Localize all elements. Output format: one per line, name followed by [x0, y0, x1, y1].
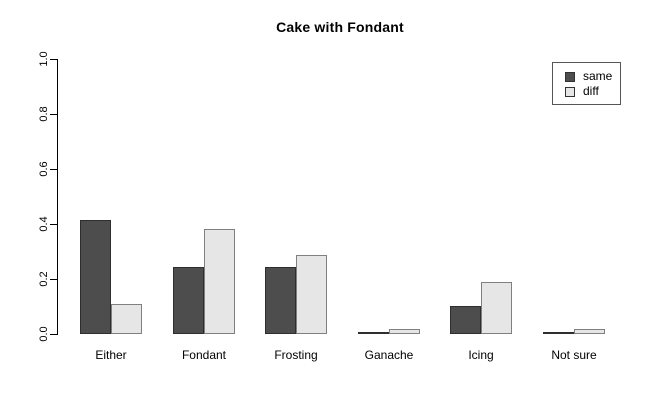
- y-tick-mark: [50, 59, 57, 60]
- bar-same-either: [80, 220, 111, 334]
- bar-diff-fondant: [204, 229, 235, 334]
- category-label-icing: Icing: [468, 348, 494, 362]
- bar-same-icing: [450, 306, 481, 334]
- category-label-either: Either: [95, 348, 127, 362]
- y-tick-mark: [50, 224, 57, 225]
- y-tick-label: 0.0: [38, 326, 50, 342]
- bar-diff-icing: [481, 282, 512, 334]
- category-label-fondant: Fondant: [181, 348, 227, 362]
- bar-same-not-sure: [543, 332, 574, 334]
- y-tick-mark: [50, 279, 57, 280]
- legend-label-diff: diff: [583, 84, 599, 98]
- bar-diff-not-sure: [574, 329, 605, 334]
- chart-title: Cake with Fondant: [276, 19, 404, 35]
- bar-diff-either: [111, 304, 142, 334]
- y-tick-label: 0.4: [38, 216, 50, 232]
- legend-swatch-diff: [565, 86, 575, 97]
- y-tick-mark: [50, 169, 57, 170]
- legend-label-same: same: [583, 69, 613, 83]
- bar-same-fondant: [173, 267, 204, 334]
- y-tick-mark: [50, 114, 57, 115]
- bar-diff-ganache: [389, 329, 420, 334]
- y-tick-label: 0.2: [38, 271, 50, 287]
- legend: same diff: [552, 62, 621, 105]
- category-label-ganache: Ganache: [364, 348, 414, 362]
- y-axis-line: [57, 59, 58, 335]
- bar-diff-frosting: [296, 255, 327, 334]
- legend-swatch-same: [565, 71, 575, 82]
- y-tick-label: 0.6: [38, 161, 50, 177]
- category-label-frosting: Frosting: [274, 348, 318, 362]
- y-tick-label: 0.8: [38, 106, 50, 122]
- y-tick-mark: [50, 334, 57, 335]
- bar-same-frosting: [265, 267, 296, 334]
- category-label-not-sure: Not sure: [551, 348, 597, 362]
- bar-same-ganache: [358, 332, 389, 334]
- y-tick-label: 1.0: [38, 51, 50, 67]
- legend-item-diff: diff: [565, 84, 620, 99]
- legend-item-same: same: [565, 69, 620, 84]
